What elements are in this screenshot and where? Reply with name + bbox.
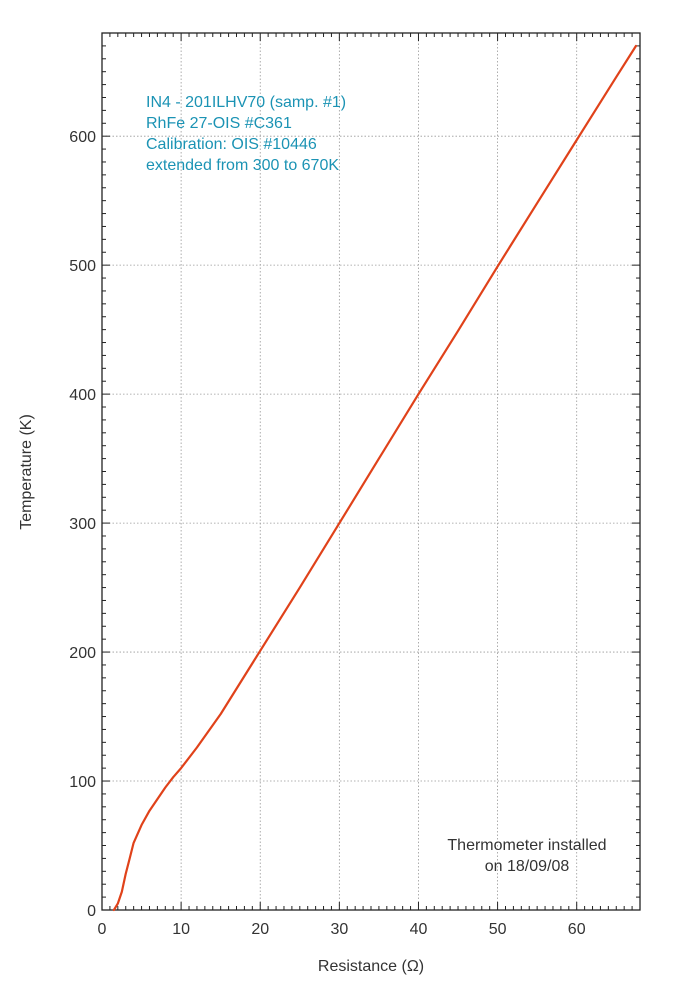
annotation-line: Thermometer installed xyxy=(447,837,606,854)
series-layer xyxy=(112,44,638,912)
x-tick-label: 40 xyxy=(410,921,428,938)
y-tick-label: 0 xyxy=(87,903,96,920)
annotation-line: Calibration: OIS #10446 xyxy=(146,136,317,153)
tick-layer xyxy=(101,32,641,911)
y-tick-label: 200 xyxy=(69,645,96,662)
grid-layer xyxy=(102,33,640,910)
annotation-line: extended from 300 to 670K xyxy=(146,157,339,174)
x-tick-label: 30 xyxy=(330,921,348,938)
y-tick-label: 300 xyxy=(69,516,96,533)
y-tick-label: 400 xyxy=(69,387,96,404)
x-tick-label: 10 xyxy=(172,921,190,938)
x-tick-label: 50 xyxy=(489,921,507,938)
x-tick-label: 0 xyxy=(98,921,107,938)
temperature-curve xyxy=(112,44,638,912)
x-axis-title: Resistance (Ω) xyxy=(318,958,424,975)
calibration-annotation: IN4 - 201ILHV70 (samp. #1) RhFe 27-OIS #… xyxy=(146,94,346,174)
annotation-line: IN4 - 201ILHV70 (samp. #1) xyxy=(146,94,346,111)
y-axis-title: Temperature (K) xyxy=(18,414,35,530)
annotation-line: on 18/09/08 xyxy=(485,858,570,875)
x-tick-label: 60 xyxy=(568,921,586,938)
x-tick-label: 20 xyxy=(251,921,269,938)
annotation-line: RhFe 27-OIS #C361 xyxy=(146,115,292,132)
y-tick-label: 600 xyxy=(69,129,96,146)
installation-annotation: Thermometer installed on 18/09/08 xyxy=(447,837,606,875)
y-tick-label: 100 xyxy=(69,774,96,791)
y-tick-label: 500 xyxy=(69,258,96,275)
